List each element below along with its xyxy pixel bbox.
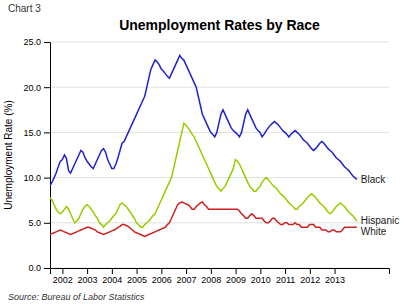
x-tick-label: 2004 — [102, 275, 122, 285]
x-tick: 2013 — [325, 268, 345, 285]
x-tick-mark — [236, 268, 237, 274]
y-axis-line — [44, 43, 51, 269]
x-tick-mark — [211, 268, 212, 274]
x-tick: 2009 — [226, 268, 246, 285]
y-tick: 25.0 — [23, 37, 50, 47]
series-label: Black — [361, 174, 386, 185]
y-tick-label: 5.0 — [28, 218, 41, 228]
x-tick-mark — [137, 268, 138, 274]
x-tick-label: 2005 — [127, 275, 147, 285]
y-tick-mark — [44, 132, 50, 133]
chart-label: Chart 3 — [8, 3, 41, 14]
series-line — [50, 56, 357, 186]
y-tick: 5.0 — [28, 218, 50, 228]
x-tick: 2008 — [201, 268, 221, 285]
x-tick: 2003 — [78, 268, 98, 285]
source-note: Source: Bureau of Labor Statistics — [8, 292, 145, 302]
y-tick-label: 10.0 — [23, 173, 41, 183]
y-tick: 0.0 — [28, 263, 50, 273]
lines — [50, 56, 357, 237]
x-tick-label: 2002 — [53, 275, 73, 285]
grid — [50, 42, 389, 268]
x-tick: 2011 — [276, 268, 295, 285]
x-tick-label: 2003 — [78, 275, 98, 285]
x-tick: 2005 — [127, 268, 147, 285]
series-line — [50, 123, 357, 227]
x-tick-label: 2012 — [300, 275, 320, 285]
y-tick-label: 0.0 — [28, 263, 41, 273]
series-line — [50, 202, 357, 236]
y-tick: 15.0 — [23, 128, 50, 138]
x-tick-label: 2009 — [226, 275, 246, 285]
y-tick-mark — [44, 268, 50, 269]
grid-line — [50, 87, 389, 88]
y-tick-mark — [44, 178, 50, 179]
y-tick-mark — [44, 87, 50, 88]
series-label: White — [361, 226, 387, 237]
y-tick-mark — [44, 42, 50, 43]
x-tick-mark — [161, 268, 162, 274]
title: Unemployment Rates by Race — [119, 17, 320, 33]
y-tick-label: 20.0 — [23, 83, 41, 93]
y-tick-label: 25.0 — [23, 37, 41, 47]
chart: Chart 3 Source: Bureau of Labor Statistic… — [0, 0, 411, 304]
x-tick-mark — [62, 268, 63, 274]
grid-line — [50, 132, 389, 133]
x-tick-mark — [285, 268, 286, 274]
x-axis: 2002 2003 2004 2005 2006 2007 2008 2009 2010 2011… — [51, 268, 390, 285]
x-tick-mark — [310, 268, 311, 274]
x-tick: 2012 — [300, 268, 320, 285]
x-tick: 2007 — [177, 268, 197, 285]
x-tick-mark — [87, 268, 88, 274]
x-tick: 2010 — [251, 268, 271, 285]
y-axis-label: Unemployment Rate (%) — [3, 100, 14, 209]
x-tick-label: 2011 — [276, 275, 295, 285]
grid-line — [50, 177, 389, 178]
x-tick-label: 2007 — [177, 275, 197, 285]
plot-area: 0.05.010.015.020.025.0200220032004200520… — [23, 37, 399, 285]
x-tick-label: 2008 — [201, 275, 221, 285]
x-axis-line — [51, 269, 390, 275]
x-tick-mark — [260, 268, 261, 274]
y-tick-mark — [44, 223, 50, 224]
grid-line — [50, 42, 389, 43]
x-tick: 2006 — [152, 268, 172, 285]
x-tick: 2002 — [53, 268, 73, 285]
y-tick: 10.0 — [23, 173, 50, 183]
x-tick-mark — [335, 268, 336, 274]
x-tick-mark — [112, 268, 113, 274]
x-tick-mark — [186, 268, 187, 274]
y-tick-label: 15.0 — [23, 128, 41, 138]
x-tick: 2004 — [102, 268, 122, 285]
y-axis: 0.0 5.0 10.0 15.0 20.0 25.0 — [23, 37, 50, 273]
x-tick-label: 2013 — [325, 275, 345, 285]
series-label: Hispanic — [361, 215, 399, 226]
x-tick-label: 2006 — [152, 275, 172, 285]
x-tick-label: 2010 — [251, 275, 271, 285]
y-tick: 20.0 — [23, 83, 50, 93]
